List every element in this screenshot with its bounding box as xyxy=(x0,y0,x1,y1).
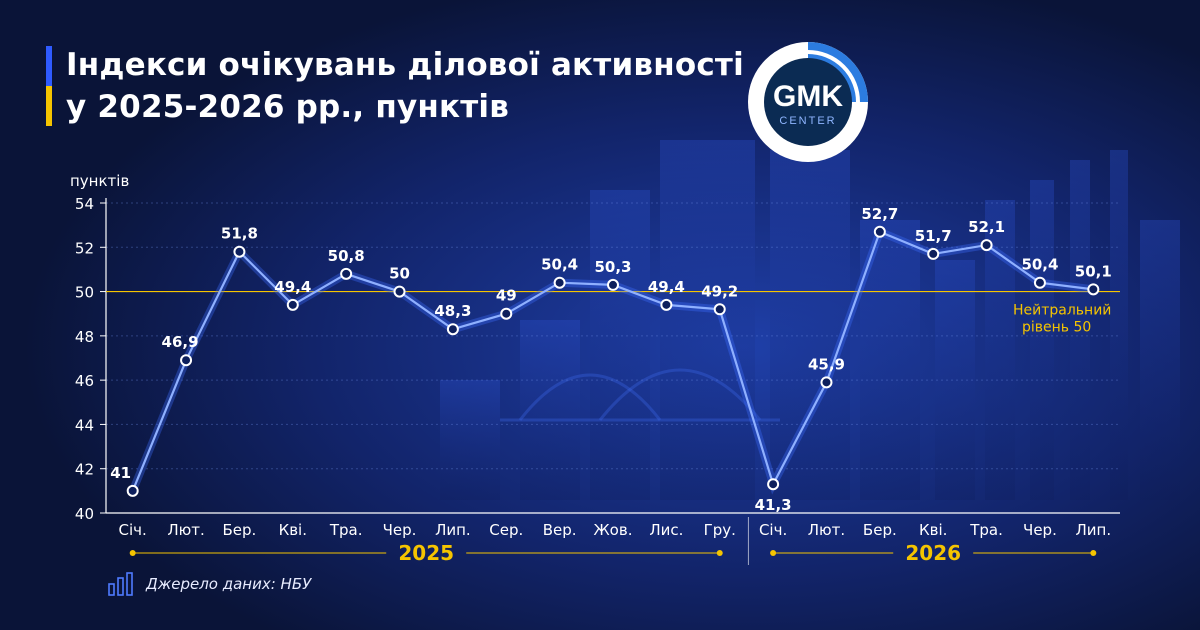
data-point xyxy=(713,303,726,316)
y-tick-label: 42 xyxy=(75,461,94,479)
data-point xyxy=(980,239,993,252)
x-tick-label: Тра. xyxy=(329,521,363,539)
data-label: 52,1 xyxy=(968,218,1005,236)
data-label: 50 xyxy=(389,265,410,283)
data-point xyxy=(660,298,673,311)
data-point xyxy=(1087,283,1100,296)
x-tick-label: Кві. xyxy=(919,521,947,539)
y-tick-label: 48 xyxy=(75,328,94,346)
data-label: 49,4 xyxy=(274,278,311,296)
data-label: 51,8 xyxy=(221,225,258,243)
data-point xyxy=(500,307,513,320)
x-tick-label: Тра. xyxy=(969,521,1003,539)
data-label: 46,9 xyxy=(162,333,199,351)
chart-title: Індекси очікувань ділової активності у 2… xyxy=(66,44,744,128)
year-bracket-dot xyxy=(1090,550,1097,556)
data-label: 41,3 xyxy=(755,496,792,514)
y-tick-label: 50 xyxy=(75,284,94,302)
year-bracket-dot xyxy=(716,550,723,556)
data-point xyxy=(927,247,940,260)
title-line-2: у 2025-2026 рр., пунктів xyxy=(66,89,510,125)
neutral-level-label: Нейтральний xyxy=(1013,303,1111,319)
year-bracket-dot xyxy=(770,550,777,556)
data-label: 50,4 xyxy=(541,256,578,274)
y-tick-label: 40 xyxy=(75,505,94,523)
data-point xyxy=(340,267,353,280)
data-label: 52,7 xyxy=(861,205,898,223)
x-tick-label: Січ. xyxy=(759,521,787,539)
x-tick-label: Лип. xyxy=(1076,521,1112,539)
bridge xyxy=(500,368,780,422)
year-label: 2025 xyxy=(398,541,454,565)
y-tick-label: 46 xyxy=(75,372,94,390)
gmk-center-logo: GMK CENTER xyxy=(748,42,868,162)
x-tick-label: Вер. xyxy=(543,521,577,539)
data-point xyxy=(873,225,886,238)
x-tick-label: Гру. xyxy=(704,521,736,539)
y-tick-label: 54 xyxy=(75,195,94,213)
data-label: 49,4 xyxy=(648,278,685,296)
data-label: 41 xyxy=(110,464,131,482)
year-label: 2026 xyxy=(905,541,961,565)
year-bracket-dot xyxy=(129,550,136,556)
source-note: Джерело даних: НБУ xyxy=(108,572,311,596)
data-point xyxy=(393,285,406,298)
x-tick-label: Лип. xyxy=(435,521,471,539)
city-skyline xyxy=(440,140,1180,500)
x-tick-label: Сер. xyxy=(489,521,523,539)
data-point xyxy=(126,484,139,497)
x-tick-label: Бер. xyxy=(863,521,897,539)
title-accent xyxy=(46,46,52,126)
title-line-1: Індекси очікувань ділової активності xyxy=(66,47,744,83)
data-label: 45,9 xyxy=(808,355,845,373)
x-tick-label: Жов. xyxy=(594,521,633,539)
data-point xyxy=(233,245,246,258)
data-point xyxy=(180,354,193,367)
data-point xyxy=(767,478,780,491)
bar-chart-icon xyxy=(108,572,133,596)
data-label: 50,3 xyxy=(594,258,631,276)
x-tick-label: Січ. xyxy=(119,521,147,539)
x-tick-label: Кві. xyxy=(279,521,307,539)
data-point xyxy=(553,276,566,289)
data-label: 50,8 xyxy=(328,247,365,265)
logo-main-text: GMK xyxy=(773,80,843,113)
data-label: 49,2 xyxy=(701,282,738,300)
y-axis-label: пунктів xyxy=(70,172,129,190)
x-tick-label: Лют. xyxy=(167,521,204,539)
data-label: 51,7 xyxy=(915,227,952,245)
source-text: Джерело даних: НБУ xyxy=(146,575,312,593)
x-tick-label: Лис. xyxy=(649,521,683,539)
neutral-level-label-2: рівень 50 xyxy=(1022,320,1091,336)
data-label: 50,1 xyxy=(1075,262,1112,280)
data-label: 50,4 xyxy=(1021,256,1058,274)
data-point xyxy=(1033,276,1046,289)
x-tick-label: Чер. xyxy=(383,521,417,539)
data-point xyxy=(607,278,619,291)
y-tick-label: 44 xyxy=(75,416,94,434)
data-point xyxy=(446,323,459,336)
data-point xyxy=(820,376,833,389)
x-tick-label: Лют. xyxy=(808,521,845,539)
x-tick-label: Бер. xyxy=(223,521,257,539)
data-point xyxy=(286,298,299,311)
y-tick-label: 52 xyxy=(75,239,94,257)
data-label: 49 xyxy=(496,287,517,305)
logo-sub-text: CENTER xyxy=(779,115,836,127)
data-label: 48,3 xyxy=(434,302,471,320)
x-tick-label: Чер. xyxy=(1023,521,1057,539)
